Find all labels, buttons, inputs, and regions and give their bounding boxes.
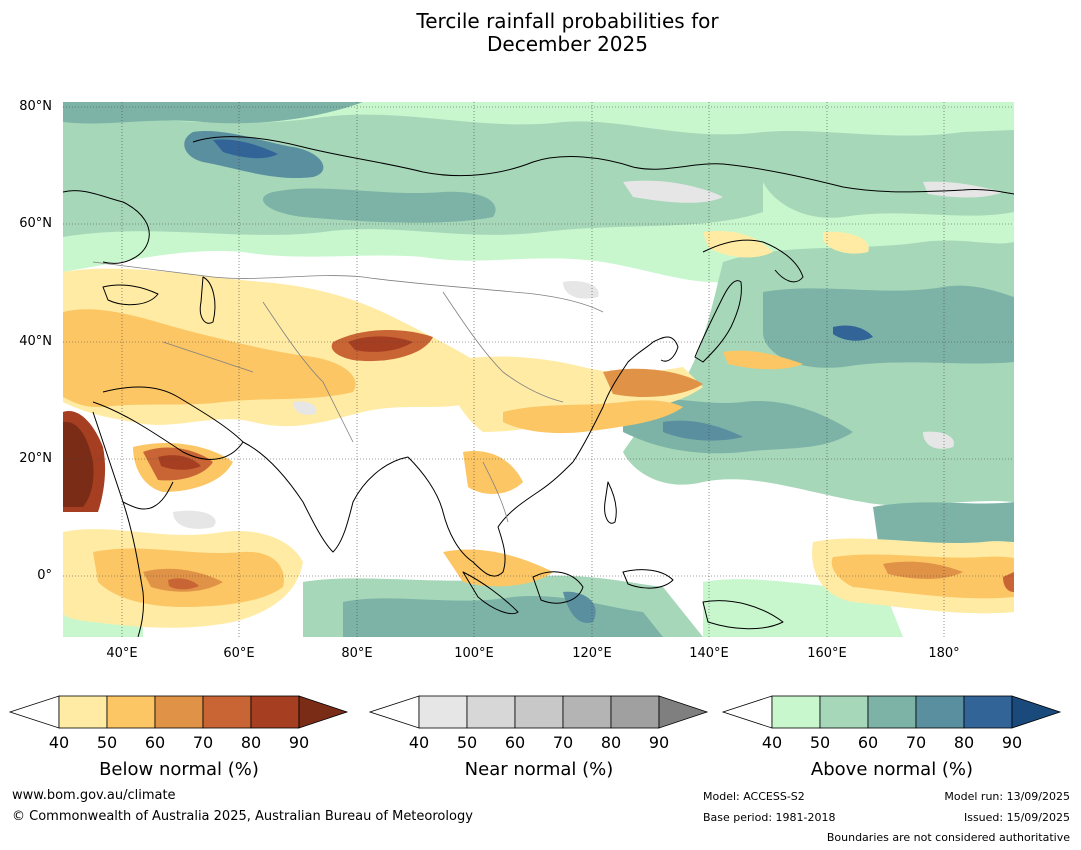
copyright-text: © Commonwealth of Australia 2025, Austra… (12, 809, 473, 824)
below-swatch-4 (250, 695, 300, 729)
near-swatch-3 (562, 695, 612, 729)
lat-label-0: 0° (37, 568, 52, 583)
near-swatch-0 (418, 695, 468, 729)
below-swatch-2 (154, 695, 204, 729)
model-run-text: Model run: 13/09/2025 (944, 790, 1070, 803)
lon-label-120e: 120°E (572, 646, 612, 661)
rainfall-probability-map (63, 102, 1014, 637)
near-swatch-5 (658, 695, 709, 729)
above-tick-90: 90 (1001, 733, 1023, 752)
website-link[interactable]: www.bom.gov.au/climate (12, 788, 176, 803)
near-normal-colorbar (368, 695, 709, 730)
below-tick-60: 60 (144, 733, 166, 752)
near-tick-40: 40 (408, 733, 430, 752)
below-tick-90: 90 (288, 733, 310, 752)
above-tick-50: 50 (809, 733, 831, 752)
below-swatch-1 (106, 695, 156, 729)
lon-label-100e: 100°E (454, 646, 494, 661)
below-normal-label: Below normal (%) (99, 759, 259, 780)
base-period-text: Base period: 1981-2018 (703, 811, 836, 824)
below-tick-40: 40 (48, 733, 70, 752)
near-swatch-2 (514, 695, 564, 729)
near-tick-80: 80 (600, 733, 622, 752)
lon-label-80e: 80°E (341, 646, 373, 661)
below-tick-70: 70 (192, 733, 214, 752)
above-tick-40: 40 (761, 733, 783, 752)
lat-label-60n: 60°N (19, 216, 52, 231)
above-swatch-0 (771, 695, 821, 729)
model-text: Model: ACCESS-S2 (703, 790, 805, 803)
lat-label-80n: 80°N (19, 99, 52, 114)
lon-label-60e: 60°E (223, 646, 255, 661)
lon-label-180: 180° (928, 646, 960, 661)
map-canvas (63, 102, 1014, 637)
above-tick-80: 80 (953, 733, 975, 752)
near-tick-60: 60 (504, 733, 526, 752)
lon-label-40e: 40°E (106, 646, 138, 661)
near-swatch-4 (610, 695, 660, 729)
above-normal-label: Above normal (%) (810, 759, 974, 780)
near-tick-50: 50 (456, 733, 478, 752)
near-swatch-1 (466, 695, 516, 729)
above-swatch-4 (963, 695, 1013, 729)
lat-label-20n: 20°N (19, 451, 52, 466)
lat-label-40n: 40°N (19, 334, 52, 349)
below-swatch-0 (58, 695, 108, 729)
above-swatch-5 (1011, 695, 1062, 729)
issued-text: Issued: 15/09/2025 (963, 811, 1070, 824)
disclaimer-text: Boundaries are not considered authoritat… (826, 831, 1070, 844)
chart-title: Tercile rainfall probabilities for Decem… (0, 10, 1081, 56)
title-line-1: Tercile rainfall probabilities for (416, 9, 719, 33)
near-normal-label: Near normal (%) (464, 759, 614, 780)
near-tick-70: 70 (552, 733, 574, 752)
below-normal-colorbar (8, 695, 349, 730)
below-swatch-3 (202, 695, 252, 729)
title-line-2: December 2025 (487, 32, 648, 56)
near-tick-90: 90 (648, 733, 670, 752)
below-swatch-5 (298, 695, 349, 729)
lon-label-160e: 160°E (807, 646, 847, 661)
below-tick-80: 80 (240, 733, 262, 752)
above-swatch-3 (915, 695, 965, 729)
above-swatch-1 (819, 695, 869, 729)
above-tick-60: 60 (857, 733, 879, 752)
lon-label-140e: 140°E (689, 646, 729, 661)
above-normal-colorbar (721, 695, 1062, 730)
above-swatch-2 (867, 695, 917, 729)
below-tick-50: 50 (96, 733, 118, 752)
above-tick-70: 70 (905, 733, 927, 752)
